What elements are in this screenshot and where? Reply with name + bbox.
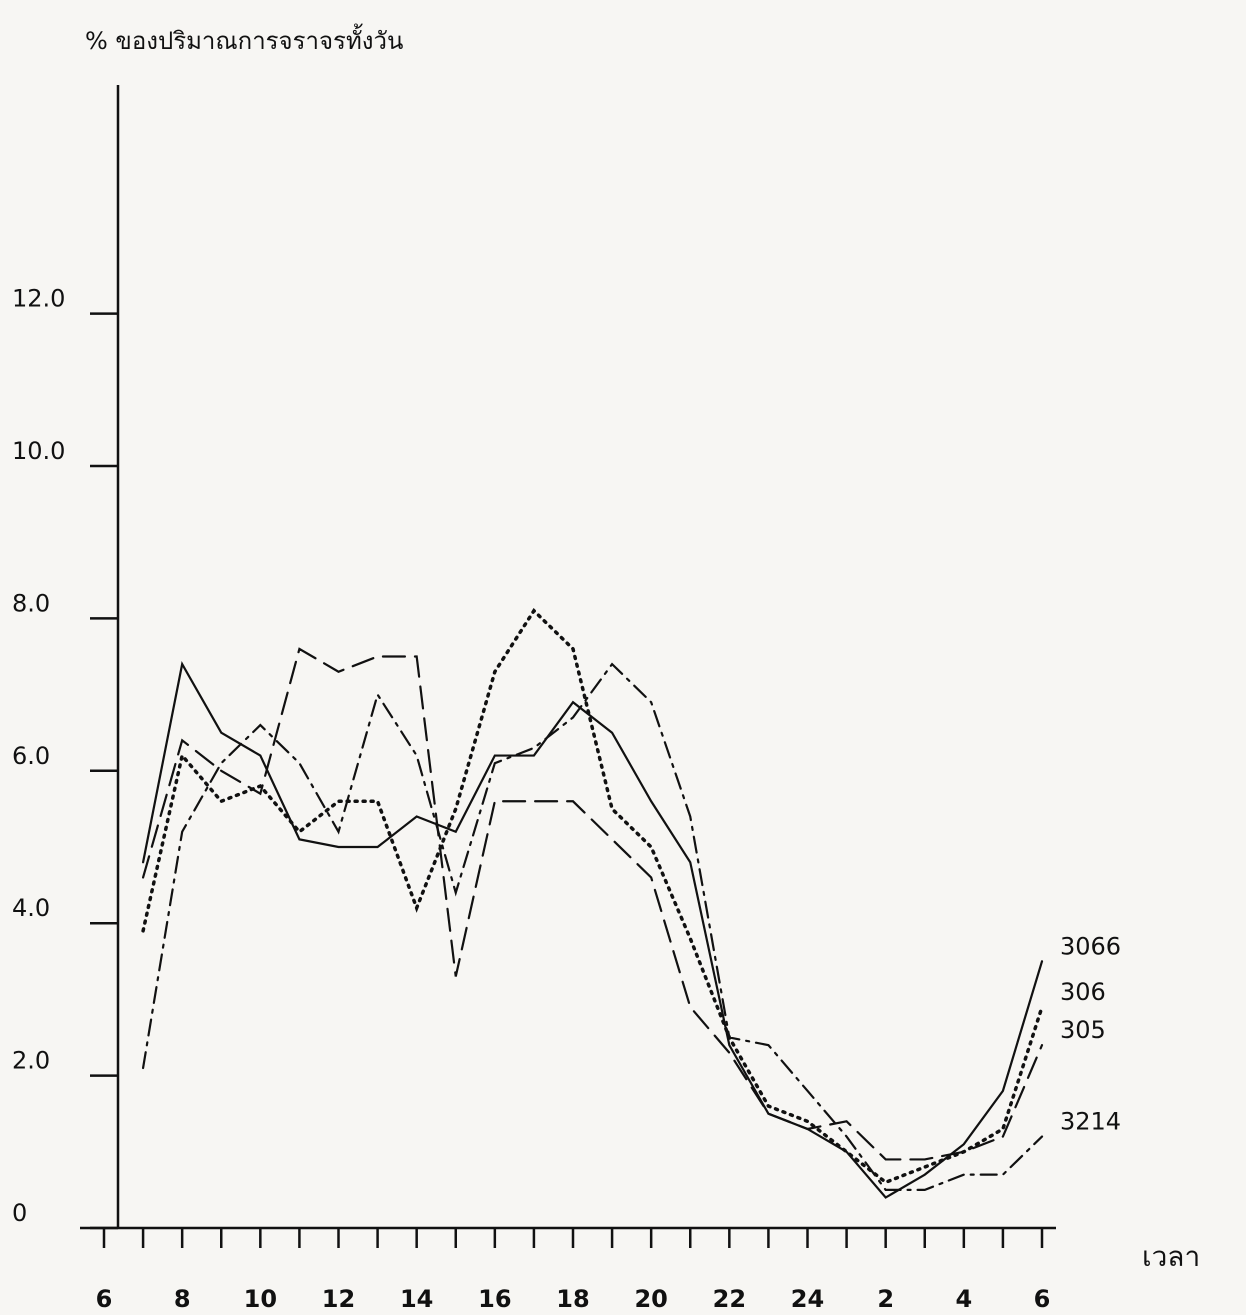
x-tick-label: 16: [478, 1285, 511, 1313]
x-tick-label: 24: [791, 1285, 824, 1313]
x-tick-label: 6: [1034, 1285, 1051, 1313]
series-label: 306: [1060, 978, 1106, 1006]
y-tick-label: 6.0: [12, 742, 50, 770]
x-tick-label: 20: [634, 1285, 667, 1313]
x-tick-label: 14: [400, 1285, 433, 1313]
y-tick-label: 0: [12, 1199, 27, 1227]
series-label: 3066: [1060, 932, 1121, 960]
series-label: 3214: [1060, 1108, 1121, 1136]
x-tick-label: 12: [322, 1285, 355, 1313]
chart-title: % ของปริมาณการจราจรทั้งวัน: [85, 23, 403, 55]
series-line: [141, 608, 1044, 1185]
series-line: [141, 662, 1044, 1192]
y-tick-label: 2.0: [12, 1047, 50, 1075]
series-label: 305: [1060, 1016, 1106, 1044]
x-tick-label: 10: [244, 1285, 277, 1313]
x-tick-label: 22: [713, 1285, 746, 1313]
series-line: [141, 647, 1044, 1161]
y-tick-label: 8.0: [12, 589, 50, 617]
x-tick-label: 6: [96, 1285, 113, 1313]
y-tick-label: 4.0: [12, 894, 50, 922]
x-tick-label: 8: [174, 1285, 191, 1313]
series-line: [141, 661, 1044, 1199]
y-tick-label: 12.0: [12, 285, 65, 313]
x-tick-label: 2: [877, 1285, 894, 1313]
x-axis-label: เวลา: [1142, 1240, 1200, 1273]
x-tick-label: 4: [955, 1285, 972, 1313]
x-tick-label: 18: [556, 1285, 589, 1313]
y-tick-label: 10.0: [12, 437, 65, 465]
